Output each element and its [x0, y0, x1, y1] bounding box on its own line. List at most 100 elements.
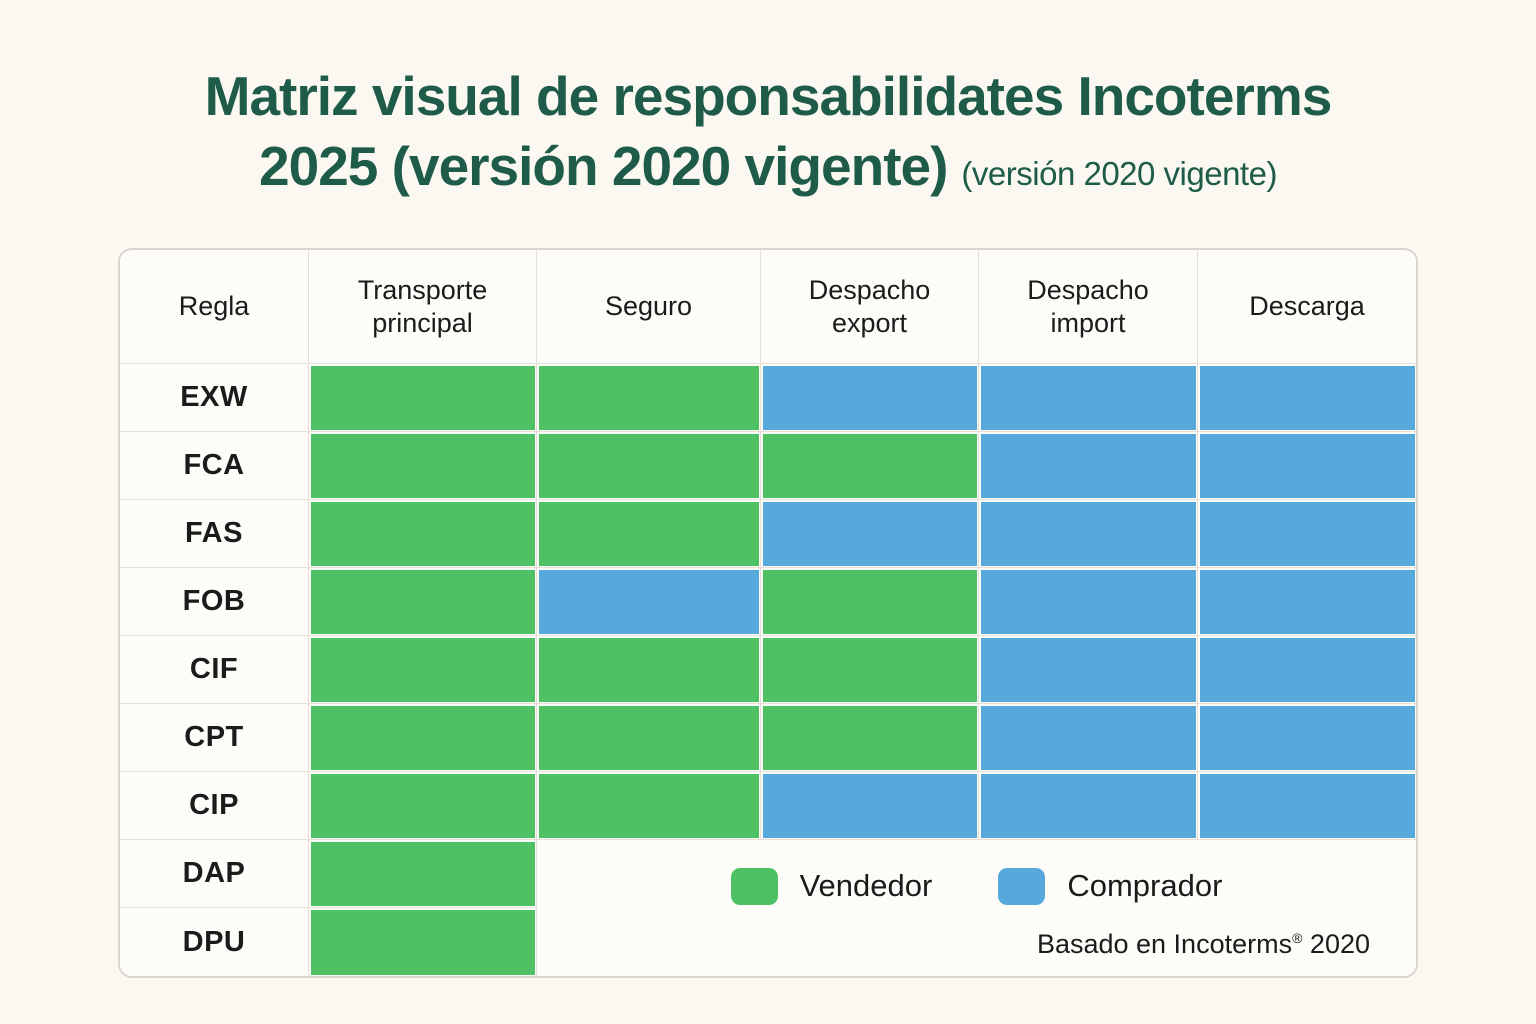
row-label-dap: DAP — [120, 840, 309, 908]
comprador-cell-cip-despacho-export — [761, 772, 979, 840]
comprador-cell-cif-despacho-import — [979, 636, 1198, 704]
comprador-legend-label: Comprador — [1067, 868, 1223, 903]
vendedor-cell-exw-seguro — [537, 364, 761, 432]
vendedor-cell-fob-despacho-export — [761, 568, 979, 636]
vendedor-fill — [310, 433, 535, 498]
row-label-exw: EXW — [120, 364, 309, 432]
comprador-fill — [1199, 705, 1415, 770]
row-label-cip: CIP — [120, 772, 309, 840]
vendedor-fill — [538, 705, 759, 770]
vendedor-fill — [538, 433, 759, 498]
comprador-cell-exw-descarga — [1198, 364, 1416, 432]
page-title-note: (versión 2020 vigente) — [961, 154, 1277, 192]
comprador-color-swatch — [998, 867, 1046, 905]
vendedor-fill — [762, 433, 977, 498]
comprador-cell-fas-despacho-import — [979, 500, 1198, 568]
vendedor-legend-label: Vendedor — [799, 868, 933, 903]
vendedor-fill — [762, 637, 977, 702]
vendedor-cell-cpt-seguro — [537, 704, 761, 772]
vendedor-cell-fca-transporte-principal — [309, 432, 537, 500]
column-header-despacho-import: Despacho import — [979, 250, 1198, 364]
comprador-cell-fob-despacho-import — [979, 568, 1198, 636]
incoterms-matrix-table: Vendedor Comprador Basado en Incoterms® … — [118, 248, 1418, 978]
column-header-transporte-principal: Transporte principal — [309, 250, 537, 364]
comprador-cell-exw-despacho-export — [761, 364, 979, 432]
page-title: Matriz visual de responsabilidates Incot… — [0, 62, 1536, 202]
footnote-year: 2020 — [1302, 929, 1370, 959]
vendedor-cell-fca-despacho-export — [761, 432, 979, 500]
vendedor-cell-cif-despacho-export — [761, 636, 979, 704]
row-label-cpt: CPT — [120, 704, 309, 772]
comprador-cell-fca-descarga — [1198, 432, 1416, 500]
comprador-cell-cif-descarga — [1198, 636, 1416, 704]
row-label-fob: FOB — [120, 568, 309, 636]
vendedor-fill — [538, 637, 759, 702]
vendedor-cell-dpu-transporte-principal — [309, 908, 537, 976]
row-label-dpu: DPU — [120, 908, 309, 976]
comprador-cell-fob-descarga — [1198, 568, 1416, 636]
comprador-cell-fas-descarga — [1198, 500, 1416, 568]
vendedor-fill — [310, 637, 535, 702]
page-title-line1: Matriz visual de responsabilidates Incot… — [204, 65, 1333, 127]
footnote-text: Basado en Incoterms — [1036, 929, 1293, 959]
vendedor-cell-fob-transporte-principal — [309, 568, 537, 636]
comprador-cell-cip-despacho-import — [979, 772, 1198, 840]
legend-row: Vendedor Comprador — [537, 852, 1416, 920]
comprador-fill — [980, 569, 1196, 634]
comprador-fill — [1199, 637, 1415, 702]
vendedor-cell-cif-seguro — [537, 636, 761, 704]
comprador-cell-fca-despacho-import — [979, 432, 1198, 500]
vendedor-fill — [310, 909, 535, 975]
vendedor-fill — [538, 773, 759, 838]
vendedor-fill — [310, 569, 535, 634]
comprador-fill — [762, 773, 977, 838]
vendedor-fill — [538, 501, 759, 566]
comprador-fill — [1199, 365, 1415, 430]
vendedor-fill — [310, 841, 535, 906]
page-title-line2: 2025 (versión 2020 vigente) (versión 2020… — [0, 132, 1536, 202]
registered-trademark-symbol: ® — [1292, 930, 1303, 946]
row-label-fca: FCA — [120, 432, 309, 500]
legend-area: Vendedor Comprador Basado en Incoterms® … — [537, 840, 1416, 976]
column-header-despacho-export: Despacho export — [761, 250, 979, 364]
vendedor-fill — [310, 773, 535, 838]
column-header-regla: Regla — [120, 250, 309, 364]
comprador-cell-cip-descarga — [1198, 772, 1416, 840]
row-label-fas: FAS — [120, 500, 309, 568]
vendedor-fill — [310, 501, 535, 566]
comprador-cell-cpt-descarga — [1198, 704, 1416, 772]
comprador-cell-cpt-despacho-import — [979, 704, 1198, 772]
comprador-fill — [1199, 773, 1415, 838]
comprador-fill — [1199, 433, 1415, 498]
vendedor-color-swatch — [730, 867, 778, 905]
comprador-fill — [980, 433, 1196, 498]
row-label-cif: CIF — [120, 636, 309, 704]
comprador-fill — [980, 773, 1196, 838]
column-header-seguro: Seguro — [537, 250, 761, 364]
vendedor-cell-cif-transporte-principal — [309, 636, 537, 704]
vendedor-cell-dap-transporte-principal — [309, 840, 537, 908]
legend-item-vendedor: Vendedor — [730, 867, 933, 905]
vendedor-cell-cpt-transporte-principal — [309, 704, 537, 772]
comprador-fill — [762, 365, 977, 430]
vendedor-fill — [762, 569, 977, 634]
comprador-fill — [538, 569, 759, 634]
comprador-fill — [980, 501, 1196, 566]
comprador-fill — [980, 637, 1196, 702]
vendedor-fill — [310, 705, 535, 770]
comprador-fill — [762, 501, 977, 566]
vendedor-fill — [310, 365, 535, 430]
vendedor-cell-fas-seguro — [537, 500, 761, 568]
vendedor-cell-exw-transporte-principal — [309, 364, 537, 432]
comprador-fill — [980, 365, 1196, 430]
vendedor-fill — [538, 365, 759, 430]
comprador-cell-fas-despacho-export — [761, 500, 979, 568]
comprador-cell-fob-seguro — [537, 568, 761, 636]
comprador-fill — [980, 705, 1196, 770]
comprador-fill — [1199, 501, 1415, 566]
vendedor-cell-cip-seguro — [537, 772, 761, 840]
vendedor-fill — [762, 705, 977, 770]
comprador-fill — [1199, 569, 1415, 634]
vendedor-cell-cip-transporte-principal — [309, 772, 537, 840]
legend-item-comprador: Comprador — [998, 867, 1223, 905]
